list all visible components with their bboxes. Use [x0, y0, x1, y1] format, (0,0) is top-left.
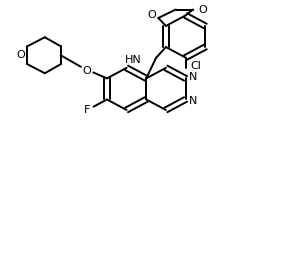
Text: N: N	[189, 72, 197, 82]
Text: N: N	[189, 96, 197, 106]
Text: Cl: Cl	[190, 61, 201, 70]
Text: O: O	[198, 5, 207, 15]
Text: O: O	[16, 50, 25, 60]
Text: HN: HN	[125, 55, 142, 65]
Text: F: F	[84, 105, 90, 115]
Text: O: O	[147, 11, 156, 20]
Text: O: O	[82, 66, 91, 76]
